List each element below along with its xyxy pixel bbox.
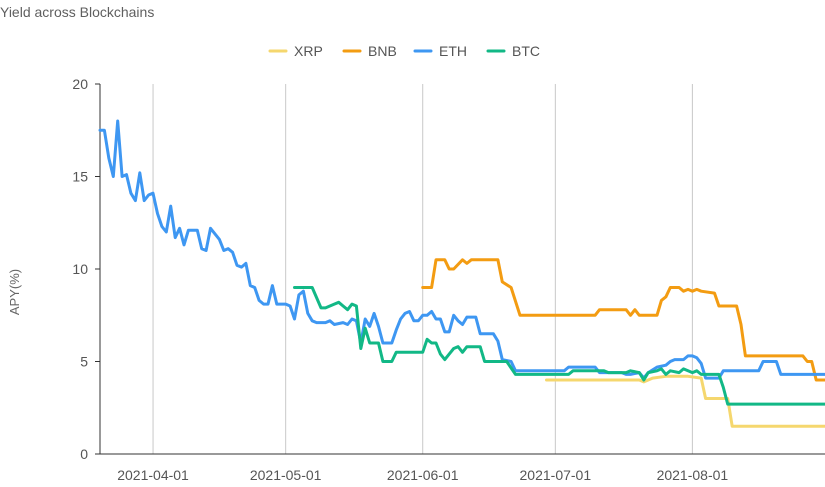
y-tick-label: 5 xyxy=(80,354,88,370)
x-tick-label: 2021-06-01 xyxy=(387,467,459,483)
legend-label-xrp: XRP xyxy=(294,43,323,59)
series-lines xyxy=(98,119,825,428)
chart-title: Yield across Blockchains xyxy=(0,4,155,20)
y-tick-label: 0 xyxy=(80,446,88,462)
x-tick-label: 2021-07-01 xyxy=(520,467,592,483)
series-line-xrp xyxy=(545,374,825,428)
y-axis-title: APY(%) xyxy=(7,269,22,315)
series-line-eth xyxy=(98,119,825,380)
y-tick-label: 20 xyxy=(72,76,88,92)
legend: XRP BNB ETH BTC xyxy=(268,43,540,59)
y-axis: 0 5 10 15 20 xyxy=(72,76,101,462)
x-tick-label: 2021-04-01 xyxy=(117,467,189,483)
y-tick-label: 10 xyxy=(72,261,88,277)
x-tick-label: 2021-08-01 xyxy=(657,467,729,483)
y-tick-label: 15 xyxy=(72,169,88,185)
x-axis: 2021-04-01 2021-05-01 2021-06-01 2021-07-01… xyxy=(100,453,825,483)
legend-label-eth: ETH xyxy=(439,43,467,59)
x-tick-label: 2021-05-01 xyxy=(250,467,322,483)
legend-label-btc: BTC xyxy=(512,43,540,59)
series-line-btc xyxy=(293,286,825,406)
gridlines xyxy=(152,84,693,454)
legend-label-bnb: BNB xyxy=(368,43,397,59)
series-line-bnb xyxy=(421,258,825,382)
